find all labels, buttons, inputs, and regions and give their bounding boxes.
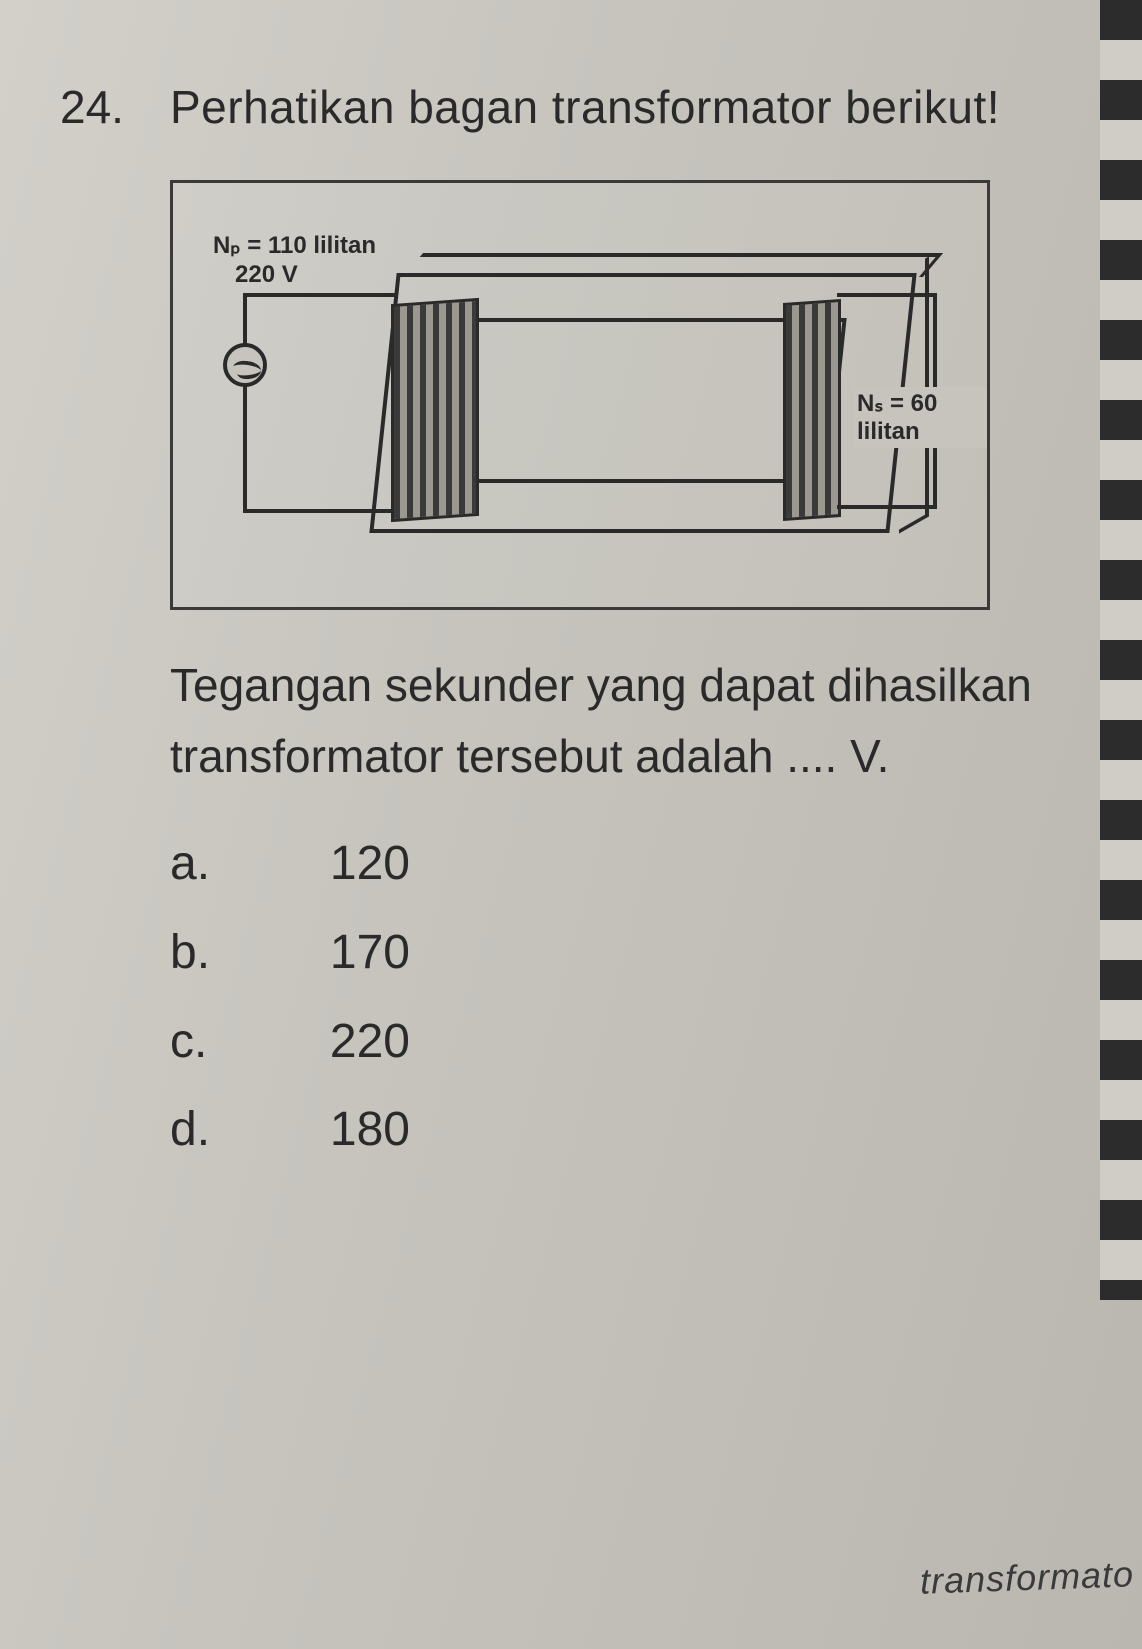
question-prompt: Perhatikan bagan transformator berikut!: [170, 80, 1000, 134]
ns-label: Nₛ = 60 lilitan: [853, 387, 987, 448]
question-body: Tegangan sekunder yang dapat dihasilkan …: [170, 650, 1070, 793]
question-body-line1: Tegangan sekunder yang dapat dihasilkan: [170, 659, 1032, 711]
option-letter: b.: [170, 909, 260, 998]
option-b: b. 170: [170, 909, 410, 998]
transformer-diagram: Nₚ = 110 lilitan 220 V Nₛ = 60 lilitan: [170, 180, 990, 610]
option-value: 180: [260, 1086, 410, 1175]
wire-secondary-bottom: [837, 505, 937, 509]
option-value: 120: [260, 820, 410, 909]
option-value: 170: [260, 909, 410, 998]
option-letter: c.: [170, 998, 260, 1087]
secondary-coil: [783, 299, 841, 521]
question-number: 24.: [60, 80, 124, 134]
option-a: a. 120: [170, 820, 410, 909]
question-body-line2: transformator tersebut adalah .... V.: [170, 730, 889, 782]
option-d: d. 180: [170, 1086, 410, 1175]
vp-label: 220 V: [235, 261, 298, 289]
cutoff-text: transformato: [919, 1553, 1134, 1602]
option-letter: d.: [170, 1086, 260, 1175]
np-label: Nₚ = 110 lilitan: [213, 231, 376, 260]
option-letter: a.: [170, 820, 260, 909]
exam-page: 24. Perhatikan bagan transformator berik…: [0, 0, 1142, 1649]
ac-source-icon: [223, 343, 267, 387]
option-value: 220: [260, 998, 410, 1087]
wire-connector: [243, 385, 247, 435]
ruler-edge: [1100, 0, 1142, 1300]
answer-options: a. 120 b. 170 c. 220 d. 180: [170, 820, 410, 1175]
primary-coil: [391, 298, 479, 522]
wire-secondary-top: [837, 293, 937, 333]
wire-primary-top: [243, 293, 398, 333]
option-c: c. 220: [170, 998, 410, 1087]
